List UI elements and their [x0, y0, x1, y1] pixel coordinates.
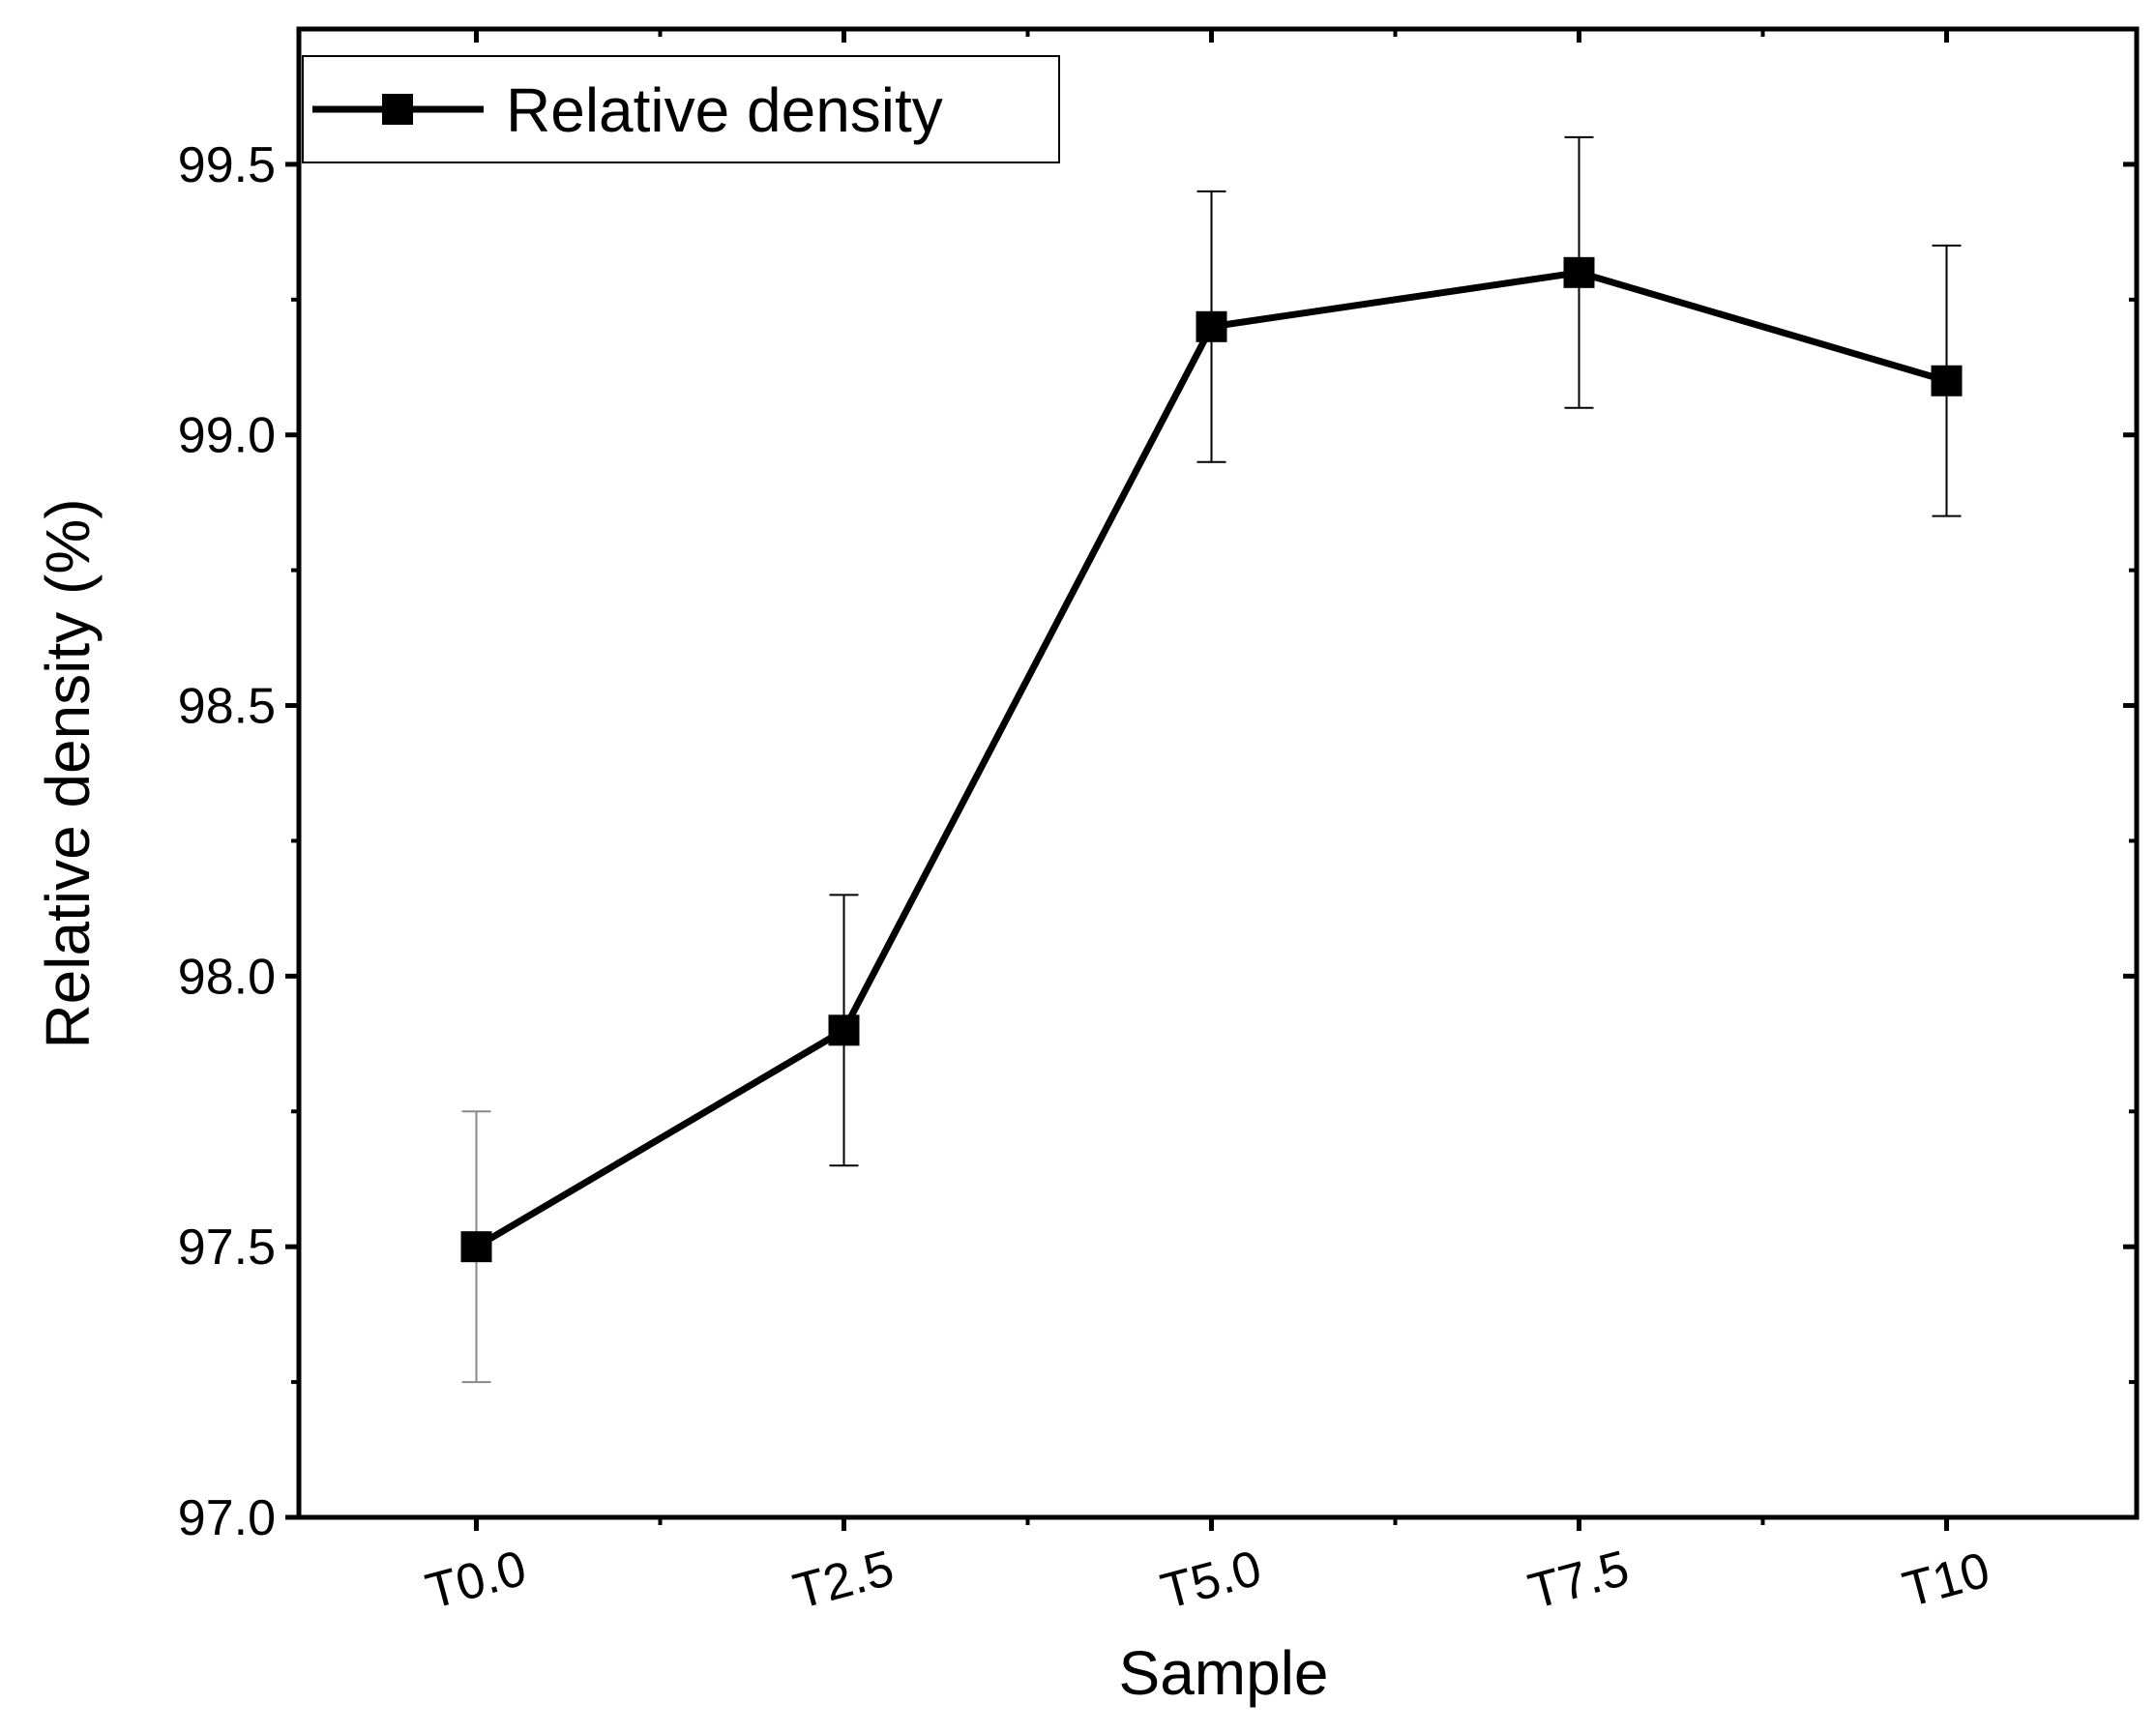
- y-tick-label: 97.0: [178, 1490, 276, 1546]
- x-tick-label: T2.5: [787, 1541, 900, 1621]
- legend-marker-sample: [382, 94, 413, 125]
- y-axis-label: Relative density (%): [33, 498, 103, 1048]
- x-tick-label: T10: [1897, 1542, 1995, 1618]
- data-point: [1196, 310, 1227, 342]
- y-tick-label: 99.5: [178, 137, 276, 193]
- data-point: [1563, 256, 1595, 288]
- x-tick-label: T5.0: [1155, 1541, 1267, 1621]
- data-point: [828, 1014, 860, 1046]
- data-markers: [460, 256, 1963, 1263]
- y-tick-label: 99.0: [178, 408, 276, 464]
- x-tick-label: T7.5: [1522, 1541, 1635, 1621]
- y-tick-label: 98.0: [178, 949, 276, 1005]
- x-tick-label: T0.0: [420, 1541, 532, 1621]
- y-tick-label: 98.5: [178, 679, 276, 735]
- data-point: [1931, 365, 1963, 397]
- x-axis-ticks: T0.0 T2.5 T5.0 T7.5 T10: [420, 29, 1995, 1621]
- x-axis-label: Sample: [1119, 1638, 1329, 1708]
- legend-label: Relative density: [506, 75, 943, 145]
- y-axis-ticks: 97.0 97.5 98.0 98.5 99.0 99.5: [178, 137, 2137, 1546]
- y-tick-label: 97.5: [178, 1219, 276, 1276]
- legend: Relative density: [302, 55, 1060, 163]
- data-point: [460, 1231, 492, 1263]
- plot-frame: [296, 26, 2140, 1520]
